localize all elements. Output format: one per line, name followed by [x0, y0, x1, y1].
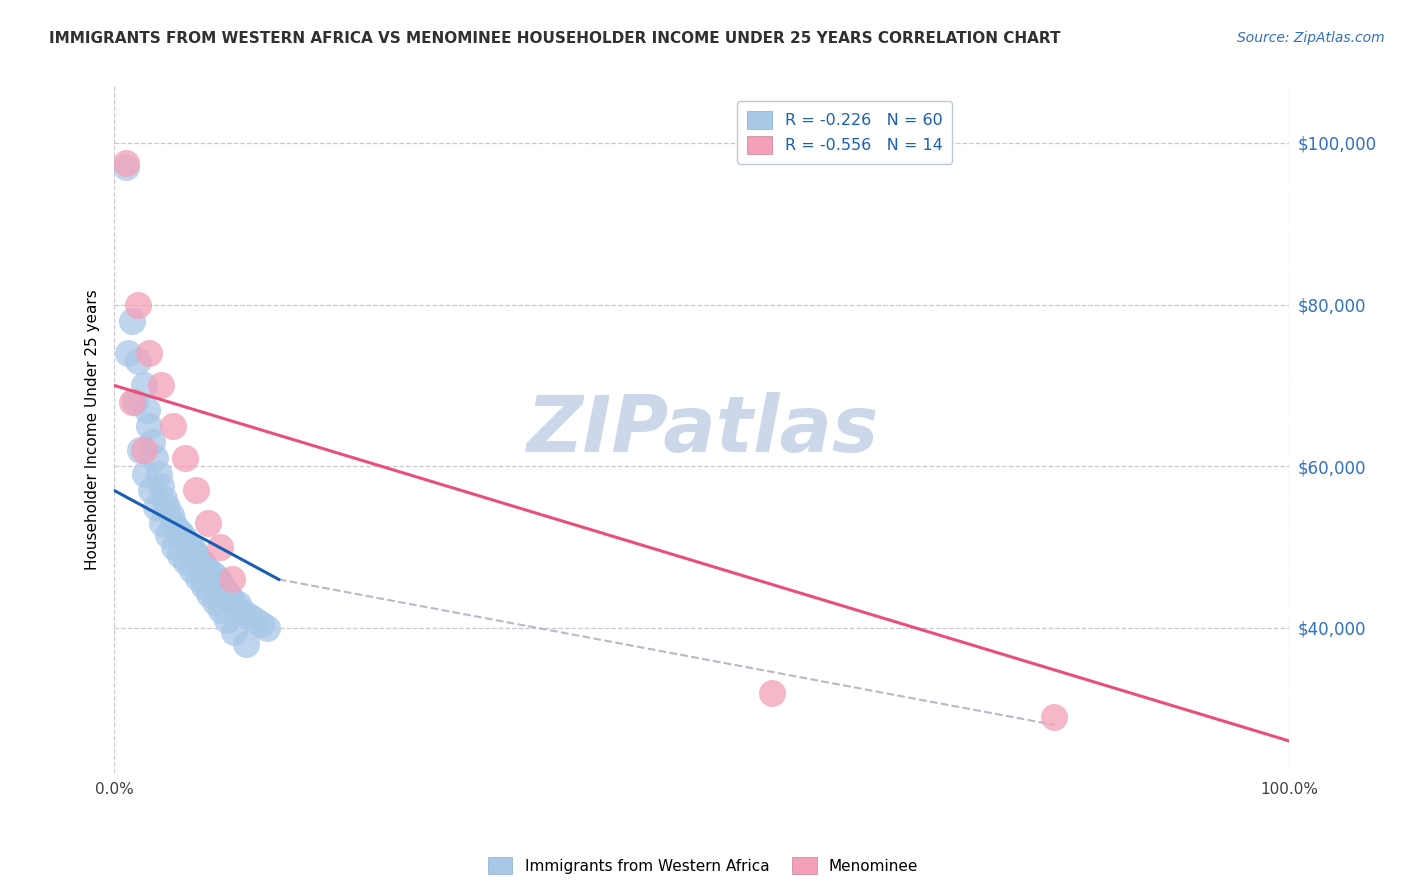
- Point: [127, 354, 149, 368]
- Point: [761, 685, 783, 699]
- Point: [138, 346, 160, 360]
- Point: [180, 563, 202, 577]
- Point: [173, 532, 195, 546]
- Point: [222, 624, 245, 639]
- Point: [198, 587, 221, 601]
- Point: [127, 297, 149, 311]
- Point: [183, 544, 205, 558]
- Point: [215, 584, 238, 599]
- Point: [132, 443, 155, 458]
- Point: [211, 581, 233, 595]
- Point: [250, 616, 273, 631]
- Point: [174, 555, 197, 569]
- Point: [117, 346, 139, 360]
- Point: [129, 443, 152, 458]
- Point: [221, 573, 243, 587]
- Point: [215, 613, 238, 627]
- Point: [202, 568, 225, 582]
- Point: [159, 508, 181, 522]
- Point: [157, 528, 180, 542]
- Point: [163, 540, 186, 554]
- Point: [172, 528, 194, 542]
- Point: [134, 467, 156, 482]
- Point: [256, 621, 278, 635]
- Point: [115, 160, 138, 174]
- Text: ZIPatlas: ZIPatlas: [526, 392, 877, 468]
- Point: [121, 394, 143, 409]
- Point: [218, 589, 240, 603]
- Point: [165, 520, 187, 534]
- Point: [208, 576, 231, 591]
- Point: [226, 597, 249, 611]
- Point: [143, 451, 166, 466]
- Point: [169, 548, 191, 562]
- Point: [145, 500, 167, 514]
- Point: [235, 637, 257, 651]
- Text: IMMIGRANTS FROM WESTERN AFRICA VS MENOMINEE HOUSEHOLDER INCOME UNDER 25 YEARS CO: IMMIGRANTS FROM WESTERN AFRICA VS MENOMI…: [49, 31, 1060, 46]
- Point: [150, 479, 173, 493]
- Point: [176, 536, 198, 550]
- Point: [187, 552, 209, 566]
- Point: [207, 573, 229, 587]
- Point: [148, 467, 170, 482]
- Point: [208, 540, 231, 554]
- Point: [150, 516, 173, 530]
- Point: [194, 560, 217, 574]
- Point: [197, 564, 219, 578]
- Point: [221, 592, 243, 607]
- Point: [191, 556, 214, 570]
- Point: [167, 524, 190, 538]
- Point: [141, 435, 163, 450]
- Point: [200, 566, 222, 580]
- Point: [209, 603, 232, 617]
- Point: [204, 595, 226, 609]
- Point: [186, 483, 208, 498]
- Point: [136, 402, 159, 417]
- Point: [132, 378, 155, 392]
- Legend: Immigrants from Western Africa, Menominee: Immigrants from Western Africa, Menomine…: [482, 851, 924, 880]
- Point: [162, 516, 184, 530]
- Point: [186, 548, 208, 562]
- Point: [139, 483, 162, 498]
- Point: [115, 156, 138, 170]
- Point: [1043, 710, 1066, 724]
- Point: [121, 314, 143, 328]
- Point: [124, 394, 146, 409]
- Point: [138, 418, 160, 433]
- Point: [162, 418, 184, 433]
- Legend: R = -0.226   N = 60, R = -0.556   N = 14: R = -0.226 N = 60, R = -0.556 N = 14: [737, 101, 952, 163]
- Point: [193, 579, 215, 593]
- Point: [173, 451, 195, 466]
- Point: [152, 491, 174, 506]
- Point: [187, 571, 209, 585]
- Point: [245, 613, 267, 627]
- Point: [180, 540, 202, 554]
- Point: [150, 378, 173, 392]
- Point: [197, 516, 219, 530]
- Point: [232, 605, 254, 619]
- Y-axis label: Householder Income Under 25 years: Householder Income Under 25 years: [86, 290, 100, 570]
- Text: Source: ZipAtlas.com: Source: ZipAtlas.com: [1237, 31, 1385, 45]
- Point: [238, 608, 260, 623]
- Point: [156, 500, 179, 514]
